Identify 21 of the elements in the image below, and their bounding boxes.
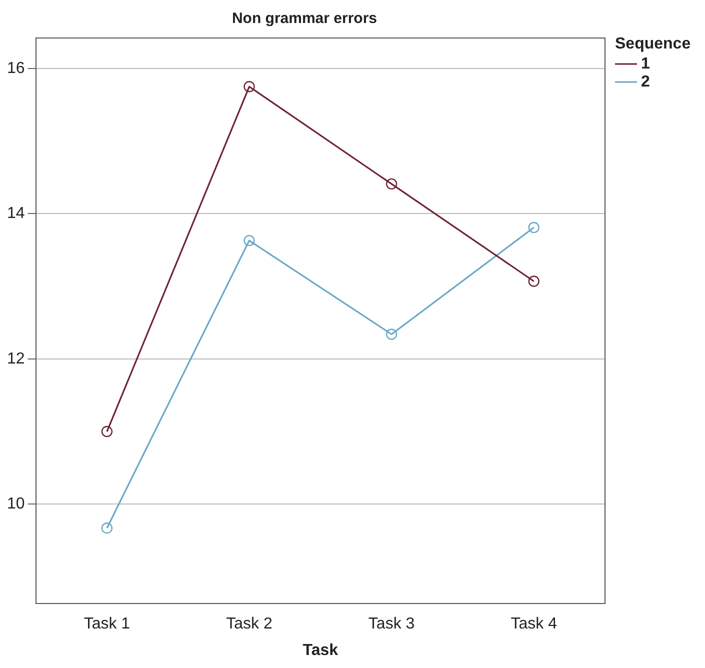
point	[244, 81, 255, 92]
point	[528, 222, 540, 234]
y-tick-label: 12	[7, 350, 25, 368]
y-tick-label: 16	[7, 60, 25, 77]
x-tick-label: Task 3	[368, 616, 415, 633]
point	[386, 328, 398, 340]
point	[101, 426, 113, 438]
legend-label: 1	[641, 55, 650, 72]
x-axis-title: Task	[302, 642, 338, 659]
point	[386, 178, 398, 190]
legend-title: Sequence	[615, 35, 691, 52]
y-tick-label: 14	[7, 205, 25, 222]
point	[528, 276, 540, 287]
x-tick-label: Task 4	[510, 616, 558, 633]
x-tick-label: Task 2	[226, 616, 272, 633]
chart-title: Non grammar errors	[232, 10, 378, 28]
legend-label: 2	[641, 73, 650, 90]
point	[101, 522, 113, 534]
y-tick-label: 10	[7, 496, 25, 513]
point	[244, 234, 255, 246]
x-tick-label: Task 1	[84, 616, 130, 633]
